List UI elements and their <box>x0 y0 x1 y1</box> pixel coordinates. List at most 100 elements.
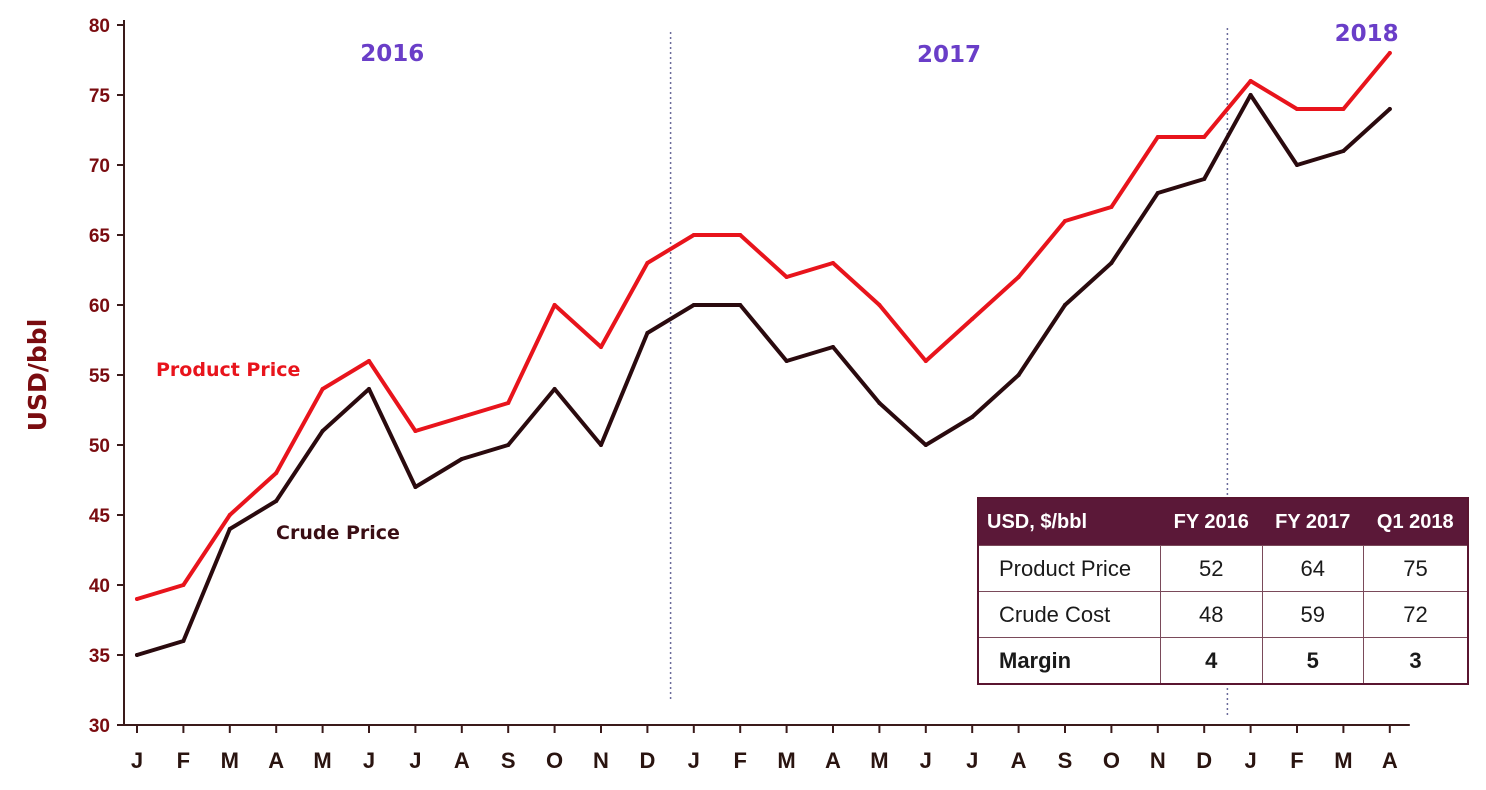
row-label: Crude Cost <box>977 591 1161 638</box>
x-tick-label: J <box>131 748 143 773</box>
table-cell: 4 <box>1160 637 1263 685</box>
crude-price-point <box>923 443 928 447</box>
table-row: Crude Cost 48 59 72 <box>977 591 1469 638</box>
table-header-cell: USD, $/bbl <box>978 498 1161 546</box>
x-tick-label: A <box>1011 748 1027 773</box>
product-price-point <box>413 429 418 433</box>
crude-price-point <box>738 303 743 307</box>
product-price-point <box>1387 51 1392 55</box>
x-tick-label: M <box>313 748 331 773</box>
crude-price-point <box>506 443 511 447</box>
crude-price-point <box>181 639 186 643</box>
summary-table: USD, $/bbl FY 2016 FY 2017 Q1 2018 Produ… <box>977 497 1469 685</box>
table-cell: 52 <box>1160 545 1263 592</box>
product-price-point <box>599 345 603 349</box>
y-tick-label: 30 <box>89 716 110 737</box>
x-tick-label: A <box>268 748 284 773</box>
crude-price-point <box>1248 93 1253 97</box>
table-cell: 64 <box>1261 545 1365 592</box>
crude-price-point <box>320 429 325 433</box>
x-tick-label: J <box>688 748 700 773</box>
table-header-cell: FY 2017 <box>1262 498 1364 546</box>
table-header-cell: Q1 2018 <box>1363 498 1468 546</box>
y-tick-label: 60 <box>89 296 110 317</box>
x-tick-label: F <box>177 748 190 773</box>
table-cell: 59 <box>1261 591 1365 638</box>
y-tick-label: 35 <box>89 646 111 667</box>
crude-price-point <box>1202 177 1207 181</box>
y-tick-label: 70 <box>89 156 110 177</box>
x-tick-label: F <box>733 748 746 773</box>
x-tick-label: O <box>546 748 563 773</box>
table-cell: 5 <box>1261 637 1365 685</box>
crude-price-point <box>1109 261 1114 265</box>
crude-price-line <box>135 93 1392 657</box>
product-price-label: Product Price <box>156 359 300 381</box>
year-label: 2016 <box>360 41 424 67</box>
crude-price-point <box>1387 107 1392 111</box>
product-price-point <box>1109 205 1114 209</box>
table-header-row: USD, $/bbl FY 2016 FY 2017 Q1 2018 <box>978 498 1468 546</box>
crude-price-point <box>135 653 139 657</box>
crude-price-point <box>413 485 418 489</box>
crude-price-point <box>552 387 557 391</box>
product-price-point <box>831 261 835 265</box>
product-price-point <box>691 233 696 237</box>
table-row: Margin 4 5 3 <box>977 637 1469 685</box>
x-tick-label: M <box>1334 748 1352 773</box>
crude-price-point <box>459 457 464 461</box>
product-price-point <box>1063 219 1067 223</box>
product-price-point <box>459 415 464 419</box>
product-price-point <box>320 387 325 391</box>
product-price-line <box>135 51 1392 601</box>
y-tick-label: 50 <box>89 436 110 457</box>
x-tick-label: F <box>1290 748 1303 773</box>
x-tick-label: S <box>501 748 516 773</box>
crude-price-point <box>831 345 835 349</box>
x-tick-label: M <box>870 748 888 773</box>
x-tick-label: M <box>221 748 239 773</box>
table-cell: 48 <box>1160 591 1263 638</box>
crude-price-point <box>877 401 882 405</box>
x-tick-label: O <box>1103 748 1120 773</box>
crude-price-point <box>1016 373 1021 377</box>
x-tick-label: A <box>454 748 470 773</box>
product-price-point <box>181 583 186 587</box>
y-tick-label: 75 <box>89 86 111 107</box>
product-price-point <box>645 261 650 265</box>
crude-price-point <box>227 527 232 531</box>
y-tick-label: 40 <box>89 576 110 597</box>
product-price-point <box>367 359 371 363</box>
crude-price-point <box>691 303 696 307</box>
x-tick-label: M <box>777 748 795 773</box>
x-tick-label: N <box>1150 748 1166 773</box>
row-label: Margin <box>977 637 1161 685</box>
x-tick-label: J <box>920 748 932 773</box>
x-tick-label: J <box>363 748 375 773</box>
x-tick-label: N <box>593 748 609 773</box>
x-tick-label: J <box>1244 748 1256 773</box>
y-axis-title: USD/bbl <box>23 319 52 432</box>
product-price-point <box>1155 135 1160 139</box>
x-tick-label: D <box>639 748 655 773</box>
x-tick-label: D <box>1196 748 1212 773</box>
table-cell: 72 <box>1363 591 1469 638</box>
crude-price-point <box>645 331 650 335</box>
table-row: Product Price 52 64 75 <box>977 545 1469 592</box>
y-tick-label: 55 <box>89 366 111 387</box>
x-tick-label: J <box>409 748 421 773</box>
x-tick-label: S <box>1058 748 1073 773</box>
y-tick-label: 80 <box>89 16 110 37</box>
year-label: 2017 <box>917 42 981 68</box>
crude-price-label: Crude Price <box>276 522 400 544</box>
product-price-point <box>506 401 511 405</box>
crude-price-point <box>970 415 975 419</box>
x-tick-label: A <box>825 748 841 773</box>
product-price-point <box>1295 107 1299 111</box>
product-price-point <box>1248 79 1253 83</box>
crude-price-point <box>1295 163 1299 167</box>
product-price-point <box>1016 275 1021 279</box>
crude-price-point <box>1063 303 1067 307</box>
